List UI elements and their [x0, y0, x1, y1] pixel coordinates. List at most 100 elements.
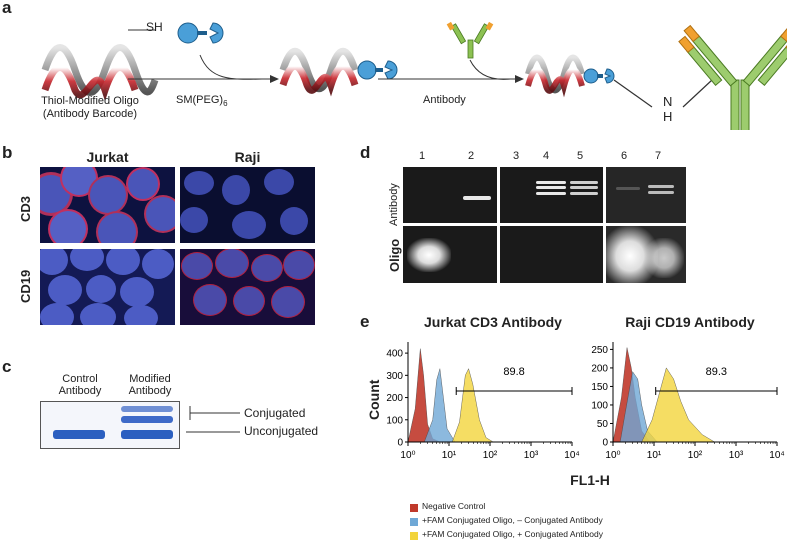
- gel-oligo-lanes-3-5: [500, 226, 603, 283]
- cell: [234, 287, 264, 315]
- legend-item: +FAM Conjugated Oligo, + Conjugated Anti…: [410, 529, 670, 542]
- y-tick-label: 200: [386, 393, 403, 404]
- gel-band-modified-conjugated-1: [121, 406, 173, 412]
- cell: [98, 213, 136, 243]
- gel-antibody-lanes-3-5: [500, 167, 603, 223]
- gate-label: 89.8: [503, 366, 524, 378]
- series-area-2: [424, 368, 456, 443]
- antibody-arrow-label: Antibody: [423, 94, 466, 106]
- gel-band-control-unconjugated: [53, 430, 105, 439]
- legend: Negative Control +FAM Conjugated Oligo, …: [410, 501, 670, 543]
- antibody-small-icon: [446, 21, 494, 59]
- linker-molecule-icon: [177, 22, 224, 44]
- oligo-helix-1: [41, 44, 159, 102]
- legend-item: Negative Control: [410, 501, 670, 514]
- lane-modified-line1: Modified: [129, 373, 171, 385]
- gel-antibody-lanes-1-2: [403, 167, 497, 223]
- micrograph-jurkat-cd3: [40, 167, 175, 243]
- oligo-caption-line1: Thiol-Modified Oligo: [41, 95, 139, 107]
- col-header-jurkat: Jurkat: [86, 149, 129, 165]
- panel-c-brackets: [186, 406, 240, 433]
- y-tick-label: 300: [386, 371, 403, 382]
- x-tick-label: 10⁰: [605, 450, 620, 461]
- y-tick-label: 400: [386, 349, 403, 360]
- coomassie-gel: [40, 401, 180, 449]
- x-tick-label: 10²: [483, 450, 498, 461]
- band-lane5-mid: [570, 186, 598, 189]
- cell: [216, 249, 248, 277]
- cell: [180, 207, 208, 233]
- x-tick-label: 10¹: [442, 450, 457, 461]
- cell: [90, 177, 126, 213]
- y-tick-label: 250: [591, 345, 608, 356]
- y-tick-label: 100: [591, 400, 608, 411]
- panel-a-schematic: [41, 21, 787, 130]
- row-header-cd3: CD3: [18, 195, 33, 222]
- band-lane7-upper: [648, 185, 674, 188]
- series-area-3: [641, 367, 716, 443]
- panel-d-label: d: [360, 143, 371, 162]
- lane-control-line1: Control: [62, 373, 98, 385]
- lane-number-6: 6: [620, 150, 628, 162]
- cell: [86, 275, 116, 303]
- band-lane4-upper: [536, 181, 566, 184]
- x-tick-label: 10²: [688, 450, 703, 461]
- linker-subscript: 6: [223, 99, 228, 109]
- cell: [40, 303, 74, 325]
- x-tick-label: 10³: [729, 450, 744, 461]
- cell: [194, 285, 226, 315]
- gel-oligo-lanes-1-2: [403, 226, 497, 283]
- lane-number-1: 1: [418, 150, 426, 162]
- h-atom-label: H: [663, 109, 673, 124]
- legend-label: +FAM Conjugated Oligo, – Conjugated Anti…: [422, 515, 603, 525]
- band-lane4-mid: [536, 186, 566, 189]
- gel-oligo-lanes-6-7: [606, 226, 686, 283]
- cell: [222, 175, 250, 205]
- x-axis-label: FL1-H: [570, 472, 610, 488]
- gate-label: 89.3: [706, 366, 727, 378]
- legend-swatch: [410, 518, 418, 526]
- oligo-caption-line2: (Antibody Barcode): [42, 108, 138, 120]
- cell: [106, 249, 140, 275]
- x-tick-label: 10³: [524, 450, 539, 461]
- y-tick-label: 150: [591, 382, 608, 393]
- band-lane1-oligo: [407, 238, 451, 272]
- cell: [48, 275, 82, 305]
- x-tick-label: 10⁴: [769, 450, 784, 461]
- panel-e-label: e: [360, 312, 370, 331]
- gel-antibody-lanes-6-7: [606, 167, 686, 223]
- panel-b-label: b: [2, 143, 13, 162]
- x-tick-label: 10⁰: [400, 450, 415, 461]
- unconjugated-label: Unconjugated: [244, 424, 319, 438]
- gel-band-modified-unconjugated: [121, 430, 173, 439]
- cell: [252, 255, 282, 281]
- legend-label: Negative Control: [422, 501, 486, 511]
- legend-label: +FAM Conjugated Oligo, + Conjugated Anti…: [422, 529, 603, 539]
- legend-swatch: [410, 504, 418, 512]
- row-label-oligo: Oligo: [387, 238, 402, 272]
- row-header-cd19: CD19: [18, 269, 33, 303]
- cell: [280, 207, 308, 235]
- sh-label: SH: [146, 20, 163, 34]
- cell: [80, 303, 116, 325]
- band-lane6-faint: [616, 187, 640, 190]
- antibody-large-icon: [678, 24, 787, 130]
- gel-band-modified-conjugated-2: [121, 416, 173, 423]
- cell: [40, 249, 68, 275]
- lane-number-5: 5: [576, 150, 584, 162]
- y-tick-label: 200: [591, 363, 608, 374]
- hist1-title: Jurkat CD3 Antibody: [424, 314, 562, 330]
- cell: [284, 251, 314, 279]
- micrograph-raji-cd19: [180, 249, 315, 325]
- col-header-raji: Raji: [234, 149, 261, 165]
- legend-item: +FAM Conjugated Oligo, – Conjugated Anti…: [410, 515, 670, 528]
- lane-number-7: 7: [654, 150, 662, 162]
- hist2-title: Raji CD19 Antibody: [625, 314, 755, 330]
- cell: [124, 305, 158, 325]
- cell: [128, 169, 158, 199]
- series-area-3: [451, 368, 494, 443]
- band-lane5-lower: [570, 192, 598, 195]
- x-tick-label: 10¹: [647, 450, 662, 461]
- band-lane7-oligo: [644, 238, 684, 278]
- n-atom-label: N: [663, 94, 673, 109]
